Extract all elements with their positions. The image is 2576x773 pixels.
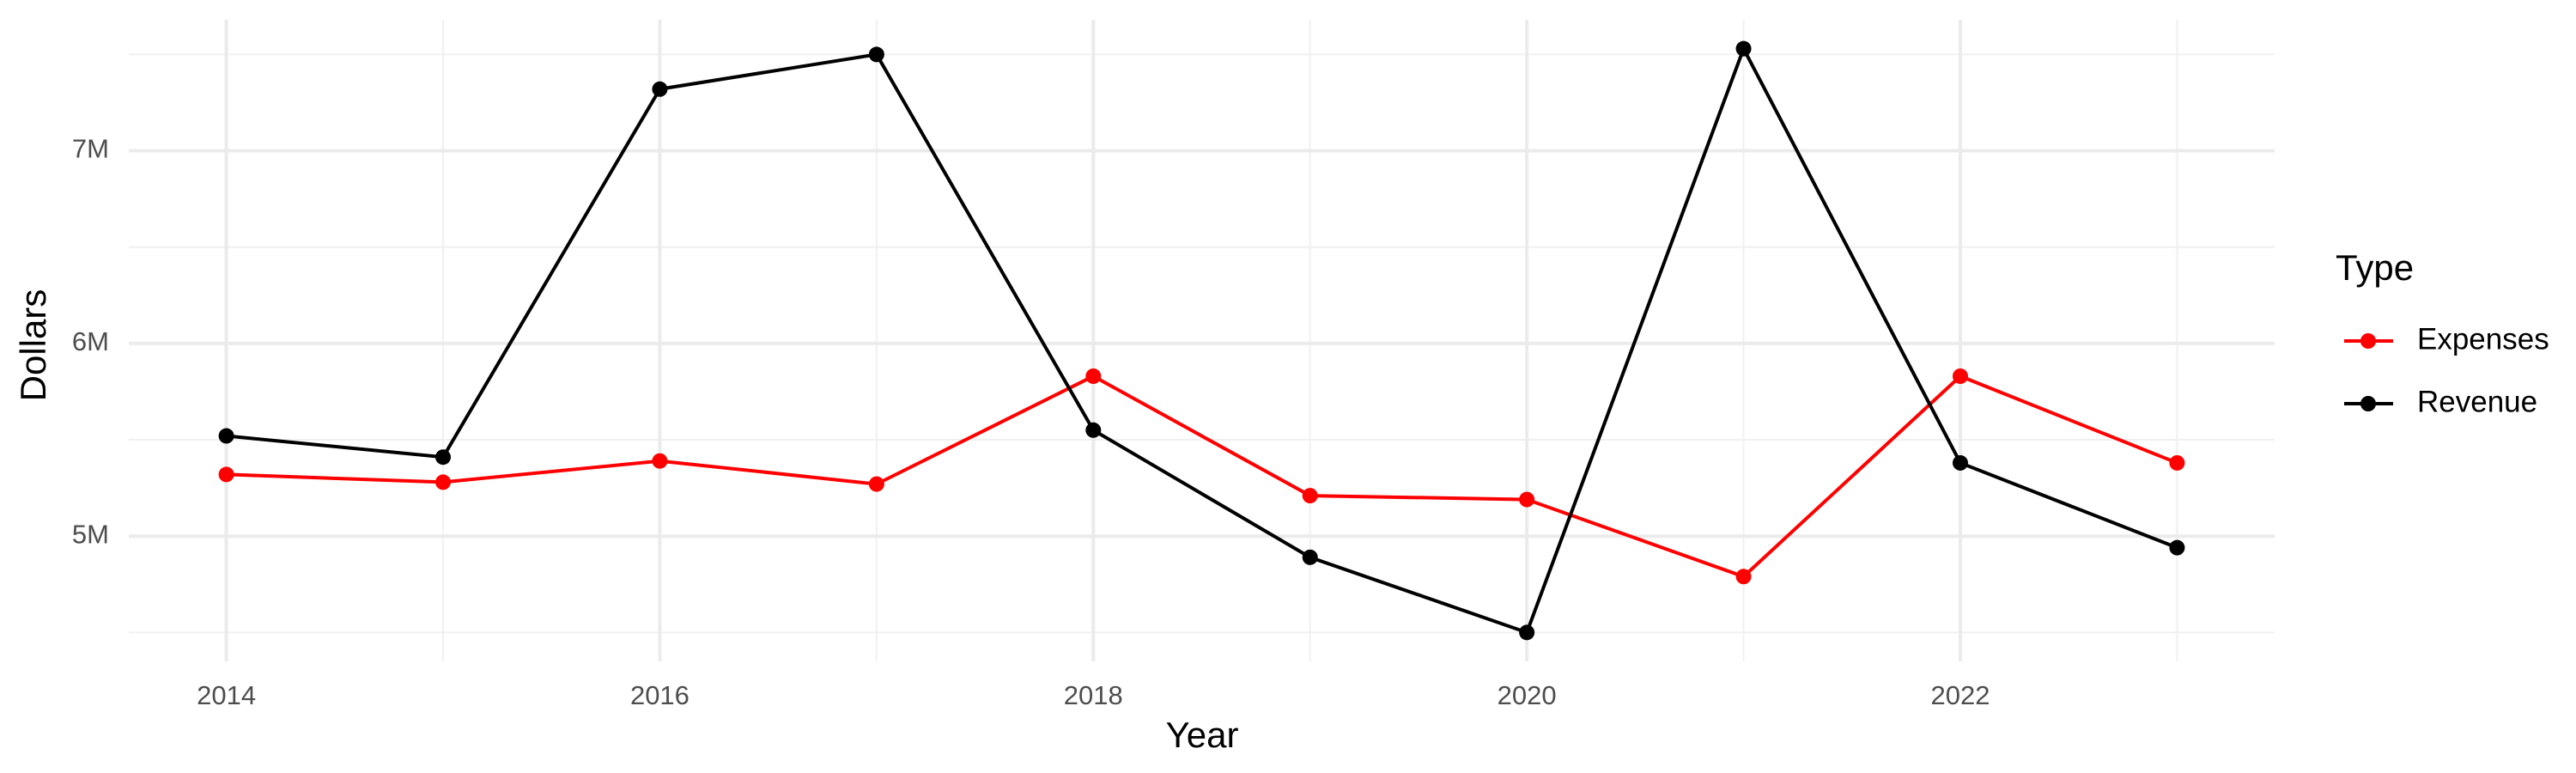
x-tick-label: 2014 [197,680,256,710]
data-point [652,81,668,97]
x-tick-label: 2022 [1931,680,1990,710]
data-point [1302,488,1318,504]
y-axis-title: Dollars [13,289,53,402]
data-point [1952,368,1968,384]
y-tick-label: 5M [72,519,109,549]
series-line [226,44,2178,635]
x-tick-label: 2016 [630,680,690,710]
legend-point [2360,396,2376,411]
data-point [1085,422,1102,438]
data-point [1519,491,1535,508]
y-tick-label: 7M [72,134,109,164]
legend-label: Revenue [2417,385,2537,418]
data-point [218,428,234,444]
x-axis-title: Year [1166,715,1239,755]
y-tick-label: 6M [72,326,109,356]
data-point [652,453,668,469]
data-point [435,449,452,466]
data-point [1952,454,1968,471]
x-tick-label: 2020 [1498,680,1557,710]
data-point [868,46,884,63]
data-point [868,476,884,492]
data-point [1519,624,1535,641]
data-point [1085,368,1102,384]
legend-point [2360,333,2376,349]
legend-label: Expenses [2417,322,2549,356]
data-point [2169,539,2185,556]
legend-title: Type [2336,247,2414,288]
x-tick-label: 2018 [1064,680,1123,710]
data-point [218,466,234,483]
data-point [435,474,452,490]
data-point [1735,40,1752,57]
data-point [1302,549,1318,565]
data-point [2169,454,2185,471]
data-point [1735,569,1752,585]
series-line [226,374,2178,579]
grid [129,20,2275,661]
